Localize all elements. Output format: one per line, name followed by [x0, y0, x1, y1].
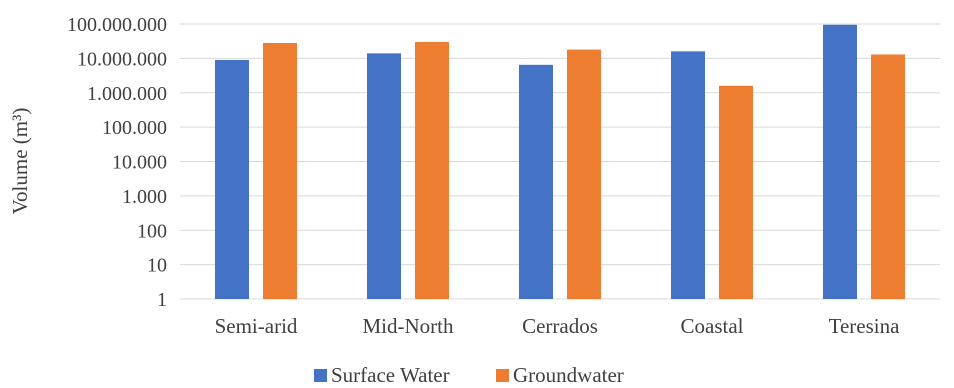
x-category-label: Cerrados: [522, 314, 598, 338]
y-axis-label: Volume (m³): [8, 108, 32, 215]
legend: Surface Water Groundwater: [314, 363, 624, 387]
gridlines: [180, 23, 940, 300]
bar-surface-water-coastal: [671, 51, 705, 300]
legend-swatch: [314, 369, 327, 382]
legend-swatch: [496, 369, 509, 382]
y-tick-label: 10.000.000: [77, 48, 167, 70]
y-tick-label: 1.000.000: [87, 83, 167, 105]
bar-groundwater-semi-arid: [263, 43, 297, 300]
y-tick-label: 100.000: [102, 117, 167, 139]
y-tick-label: 1.000: [122, 186, 167, 208]
y-axis-ticks: 1 10 100 1.000 10.000 100.000 1.000.000 10.000.…: [67, 14, 167, 311]
bar-surface-water-cerrados: [519, 64, 553, 299]
x-category-label: Mid-North: [363, 314, 454, 338]
bar-groundwater-teresina: [871, 54, 905, 300]
x-category-label: Teresina: [829, 314, 901, 338]
y-tick-label: 10: [147, 255, 167, 277]
x-category-label: Semi-arid: [215, 314, 298, 338]
bar-surface-water-teresina: [823, 24, 857, 300]
bars: [215, 24, 905, 300]
bar-groundwater-coastal: [719, 85, 753, 300]
legend-label: Groundwater: [513, 363, 624, 387]
x-axis-categories: Semi-arid Mid-North Cerrados Coastal Teresin…: [215, 314, 900, 338]
bar-groundwater-mid-north: [415, 41, 449, 299]
bar-surface-water-mid-north: [367, 53, 401, 299]
bar-groundwater-cerrados: [567, 49, 601, 299]
legend-label: Surface Water: [331, 363, 450, 387]
bar-surface-water-semi-arid: [215, 59, 249, 300]
x-category-label: Coastal: [681, 314, 744, 338]
y-tick-label: 100.000.000: [67, 14, 167, 36]
y-tick-label: 100: [137, 220, 167, 242]
y-tick-label: 10.000: [112, 152, 167, 174]
y-tick-label: 1: [157, 289, 167, 311]
